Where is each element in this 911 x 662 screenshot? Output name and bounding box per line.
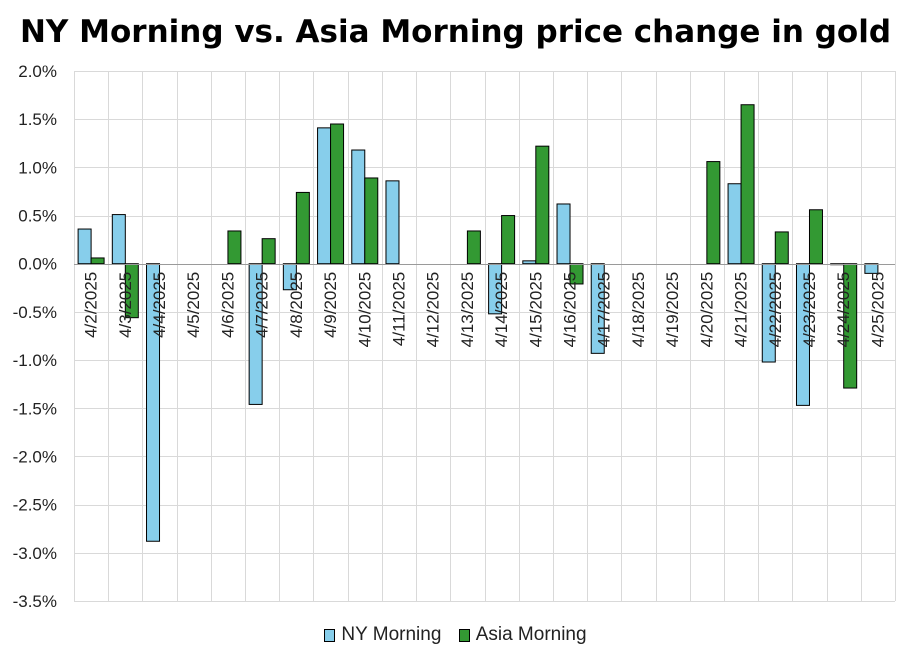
bar-asia-morning bbox=[90, 257, 105, 265]
bar-ny-morning bbox=[727, 183, 742, 265]
chart-title: NY Morning vs. Asia Morning price change… bbox=[19, 14, 892, 50]
x-category-label: 4/15/2025 bbox=[526, 272, 545, 348]
x-category-label: 4/21/2025 bbox=[732, 272, 751, 348]
x-category-label: 4/20/2025 bbox=[697, 272, 716, 348]
bar-asia-morning bbox=[706, 161, 721, 265]
x-category-label: 4/9/2025 bbox=[321, 272, 340, 338]
x-category-label: 4/17/2025 bbox=[595, 272, 614, 348]
bar-asia-morning bbox=[330, 123, 345, 265]
bar-asia-morning bbox=[843, 263, 858, 389]
bar-asia-morning bbox=[261, 238, 276, 265]
y-tick-label: 1.5% bbox=[18, 110, 57, 129]
bar-ny-morning bbox=[77, 228, 92, 265]
bar-ny-morning bbox=[556, 203, 571, 265]
x-category-label: 4/12/2025 bbox=[424, 272, 443, 348]
x-category-label: 4/22/2025 bbox=[766, 272, 785, 348]
x-category-label: 4/11/2025 bbox=[389, 272, 408, 346]
x-category-label: 4/2/2025 bbox=[82, 272, 101, 338]
bar-asia-morning bbox=[569, 263, 584, 285]
bar-ny-morning bbox=[146, 263, 161, 542]
x-category-label: 4/5/2025 bbox=[184, 272, 203, 338]
y-tick-label: -2.0% bbox=[13, 447, 57, 466]
y-tick-label: -0.5% bbox=[13, 303, 57, 322]
bar-asia-morning bbox=[501, 215, 516, 265]
bar-ny-morning bbox=[590, 263, 605, 354]
x-category-label: 4/19/2025 bbox=[663, 272, 682, 348]
y-tick-label: 0.5% bbox=[18, 207, 57, 226]
bar-ny-morning bbox=[864, 263, 879, 274]
bar-asia-morning bbox=[227, 230, 242, 265]
bar-ny-morning bbox=[282, 263, 297, 291]
bar-asia-morning bbox=[124, 263, 139, 319]
x-category-label: 4/7/2025 bbox=[253, 272, 272, 338]
legend-label-ny-morning: NY Morning bbox=[341, 624, 442, 645]
x-category-label: 4/3/2025 bbox=[116, 272, 135, 338]
bar-asia-morning bbox=[774, 231, 789, 265]
legend-entry-ny-morning: NY Morning bbox=[324, 624, 441, 646]
y-tick-label: 2.0% bbox=[18, 62, 57, 81]
bar-ny-morning bbox=[488, 263, 503, 315]
bar-ny-morning bbox=[795, 263, 810, 406]
chart-legend: NY Morning Asia Morning bbox=[0, 624, 911, 648]
y-tick-label: -2.5% bbox=[13, 496, 57, 515]
legend-entry-asia-morning: Asia Morning bbox=[458, 624, 587, 646]
x-category-label: 4/16/2025 bbox=[561, 272, 580, 348]
x-category-label: 4/8/2025 bbox=[287, 272, 306, 338]
x-category-label: 4/14/2025 bbox=[492, 272, 511, 348]
x-category-label: 4/4/2025 bbox=[150, 272, 169, 338]
legend-label-asia-morning: Asia Morning bbox=[475, 624, 587, 645]
bar-asia-morning bbox=[466, 230, 481, 265]
legend-swatch-asia-morning bbox=[458, 628, 470, 642]
bar-asia-morning bbox=[740, 104, 755, 265]
bar-ny-morning bbox=[351, 149, 366, 265]
x-category-label: 4/10/2025 bbox=[355, 272, 374, 348]
x-axis-category-labels: 4/2/2025 4/3/2025 4/4/2025 4/5/2025 4/6/2025… bbox=[82, 272, 888, 348]
bar-ny-morning bbox=[761, 263, 776, 363]
bar-asia-morning bbox=[535, 145, 550, 265]
bar-ny-morning bbox=[248, 263, 263, 405]
y-axis-tick-labels: 2.0% 1.5% 1.0% 0.5% 0.0% -0.5% -1.0% -1.5% -2.0%… bbox=[13, 62, 57, 611]
y-tick-label: -1.5% bbox=[13, 399, 57, 418]
bar-asia-morning bbox=[364, 177, 379, 265]
x-category-label: 4/23/2025 bbox=[800, 272, 819, 348]
x-category-label: 4/24/2025 bbox=[834, 272, 853, 348]
bar-asia-morning bbox=[295, 191, 310, 265]
y-tick-label: -3.5% bbox=[13, 592, 57, 611]
bar-asia-morning bbox=[808, 209, 823, 265]
legend-swatch-ny-morning bbox=[324, 628, 336, 642]
bar-ny-morning bbox=[522, 260, 537, 265]
bars bbox=[77, 104, 879, 542]
x-category-label: 4/6/2025 bbox=[218, 272, 237, 338]
y-tick-label: -1.0% bbox=[13, 351, 57, 370]
y-tick-label: -3.0% bbox=[13, 544, 57, 563]
x-category-label: 4/13/2025 bbox=[458, 272, 477, 348]
y-tick-label: 0.0% bbox=[18, 255, 57, 274]
x-category-label: 4/25/2025 bbox=[868, 272, 887, 348]
bar-ny-morning bbox=[111, 214, 126, 265]
gridlines bbox=[74, 71, 896, 602]
bar-ny-morning bbox=[385, 180, 400, 265]
bar-ny-morning bbox=[317, 127, 332, 265]
x-category-label: 4/18/2025 bbox=[629, 272, 648, 348]
y-tick-label: 1.0% bbox=[18, 158, 57, 177]
